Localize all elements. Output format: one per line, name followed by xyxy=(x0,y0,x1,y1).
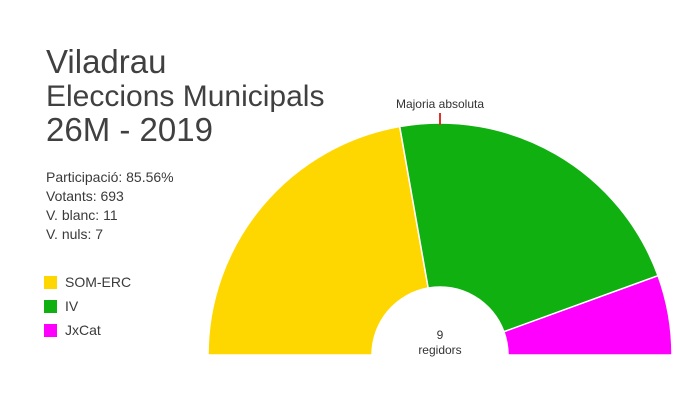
legend-swatch xyxy=(44,323,57,337)
seat-segment-som-erc xyxy=(207,125,430,356)
blank-votes-stat: V. blanc: 11 xyxy=(46,207,118,223)
voters-stat: Votants: 693 xyxy=(46,188,124,204)
seat-segment-iv xyxy=(398,122,659,333)
legend-item: SOM-ERC xyxy=(44,274,131,290)
participation-stat: Participació: 85.56% xyxy=(46,169,174,185)
municipality-title: Viladrau xyxy=(46,43,167,80)
legend-label: IV xyxy=(65,298,79,314)
majority-label: Majoria absoluta xyxy=(396,97,484,111)
legend-swatch xyxy=(44,275,57,289)
seat-segment-jxcat xyxy=(502,274,673,356)
legend-item: IV xyxy=(44,298,131,314)
total-seats-label: regidors xyxy=(418,343,461,357)
legend-item: JxCat xyxy=(44,322,131,338)
election-date: 26M - 2019 xyxy=(46,111,213,148)
legend-label: JxCat xyxy=(65,322,101,338)
total-seats-number: 9 xyxy=(437,328,444,342)
stats-panel: Participació: 85.56% Votants: 693 V. bla… xyxy=(46,168,174,244)
legend-label: SOM-ERC xyxy=(65,274,132,290)
election-title: Eleccions Municipals xyxy=(46,80,325,113)
legend-swatch xyxy=(44,299,57,313)
null-votes-stat: V. nuls: 7 xyxy=(46,226,104,242)
chart-legend: SOM-ERC IV JxCat xyxy=(44,274,131,346)
